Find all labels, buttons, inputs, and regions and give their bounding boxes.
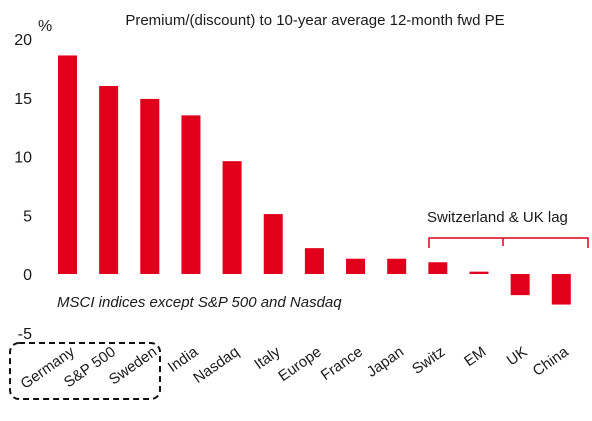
chart-title: Premium/(discount) to 10-year average 12… bbox=[125, 12, 504, 29]
bar-sweden bbox=[140, 98, 160, 274]
note-text: MSCI indices except S&P 500 and Nasdaq bbox=[57, 294, 342, 311]
bar-italy bbox=[263, 214, 283, 274]
category-label-em: EM bbox=[461, 343, 489, 370]
bars bbox=[58, 55, 571, 305]
y-tick-label: 15 bbox=[14, 91, 32, 108]
bar-em bbox=[469, 271, 489, 274]
y-tick-label: 20 bbox=[14, 32, 32, 49]
y-axis-unit: % bbox=[38, 18, 52, 35]
category-label-nasdaq: Nasdaq bbox=[190, 343, 242, 387]
y-axis-ticks: 20 15 10 5 0 -5 bbox=[14, 32, 32, 343]
category-label-china: China bbox=[530, 343, 572, 380]
bar-sandp-500 bbox=[99, 86, 119, 274]
category-label-switz: Switz bbox=[409, 343, 448, 377]
bar-india bbox=[181, 115, 201, 274]
highlight-box bbox=[9, 342, 161, 400]
bar-nasdaq bbox=[222, 161, 242, 274]
y-tick-label: -5 bbox=[18, 326, 32, 343]
annotation-text: Switzerland & UK lag bbox=[427, 209, 568, 226]
category-label-japan: Japan bbox=[364, 343, 407, 380]
category-label-sweden: Sweden bbox=[106, 343, 160, 388]
bar-europe bbox=[304, 248, 324, 274]
category-label-france: France bbox=[318, 343, 366, 384]
y-tick-label: 10 bbox=[14, 150, 32, 167]
y-tick-label: 5 bbox=[23, 208, 32, 225]
category-label-europe: Europe bbox=[275, 343, 324, 385]
bar-china bbox=[551, 274, 571, 305]
bar-france bbox=[346, 258, 366, 274]
category-label-uk: UK bbox=[504, 343, 531, 369]
bar-uk bbox=[510, 274, 530, 296]
bar-switz bbox=[428, 262, 448, 274]
annotation-bracket bbox=[428, 237, 589, 248]
bar-japan bbox=[387, 258, 407, 274]
bar-germany bbox=[58, 55, 77, 275]
y-tick-label: 0 bbox=[23, 267, 32, 284]
